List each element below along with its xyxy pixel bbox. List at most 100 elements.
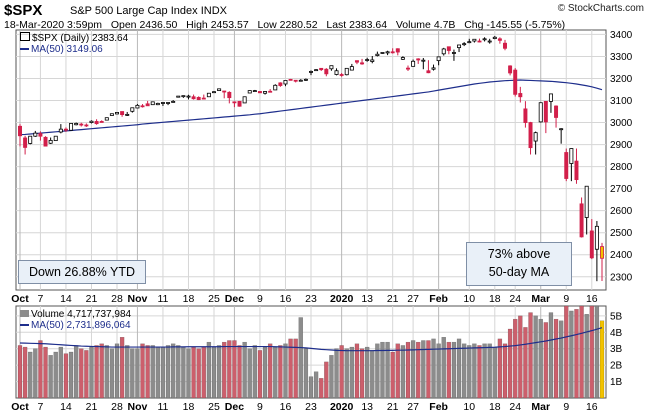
volume-bar (232, 340, 237, 399)
candle (94, 119, 99, 125)
price-x-tick-label: 9 (257, 293, 263, 305)
volume-x-tick-label: Oct (11, 401, 29, 413)
candle-body (344, 67, 349, 76)
candle (63, 127, 68, 133)
candle (140, 104, 145, 108)
candle-body (370, 59, 375, 62)
candle (196, 96, 201, 101)
candle (58, 124, 63, 134)
candle (324, 68, 329, 77)
candle (206, 92, 211, 98)
price-tick-label: 3200 (610, 74, 633, 85)
candle (232, 101, 237, 108)
candle (600, 242, 604, 281)
candle-body (303, 78, 308, 81)
candle (390, 48, 395, 54)
candle-body (166, 102, 171, 104)
candle-body (222, 90, 227, 93)
volume-value: 4.7B (433, 19, 456, 31)
candle-body (482, 38, 487, 41)
candle-body (201, 97, 206, 100)
candle-body (487, 40, 492, 43)
candle (457, 44, 462, 53)
candle (84, 123, 89, 127)
candle-body (145, 103, 150, 107)
candle (160, 102, 165, 107)
candle-body (298, 79, 303, 82)
candle-body (206, 92, 211, 98)
candle (543, 100, 548, 134)
candle (43, 136, 48, 147)
price-x-tick-label: 21 (387, 293, 399, 305)
price-x-tick-label: 7 (37, 293, 43, 305)
candle-body (421, 59, 426, 62)
candle-body (431, 67, 436, 70)
volume-bar (370, 350, 375, 399)
candle (416, 58, 421, 64)
candle (487, 38, 492, 44)
candle-body (569, 148, 574, 164)
price-x-tick-label: 21 (86, 293, 98, 305)
candle-body (28, 135, 33, 144)
price-x-tick-label: Dec (225, 293, 244, 305)
price-x-tick-label: 28 (111, 293, 123, 305)
volume-bar (262, 346, 268, 399)
candle (166, 102, 171, 106)
candle-body (293, 79, 298, 82)
candle-body (503, 42, 507, 49)
candle (462, 42, 467, 47)
candle-body (472, 38, 477, 42)
volume-bar (99, 343, 104, 399)
candle-body (477, 40, 482, 43)
candle (589, 219, 594, 260)
ma-legend-label: MA(50) 3149.06 (31, 44, 103, 55)
volume-x-tick-label: 7 (37, 401, 43, 413)
candle-body (426, 70, 431, 74)
candle-body (140, 105, 145, 108)
candle (492, 35, 497, 40)
candle (375, 51, 380, 57)
volume-bar (395, 343, 400, 399)
candle (48, 137, 53, 144)
volume-bar (303, 348, 309, 399)
volume-bar (257, 350, 263, 399)
low-label: Low (257, 19, 277, 31)
volume-bar (130, 348, 135, 399)
candle (74, 122, 79, 126)
candle-body (451, 52, 456, 54)
volume-bar (278, 345, 283, 399)
volume-bar (288, 338, 293, 399)
candle-body (43, 136, 48, 147)
volume-bar (359, 348, 365, 399)
low-value: 2280.52 (279, 19, 318, 31)
candle-body (155, 102, 160, 106)
candle-body (457, 44, 462, 49)
candle-body (283, 80, 288, 85)
candle-body (538, 102, 543, 123)
candle (130, 107, 135, 113)
candle (171, 100, 176, 103)
volume-bar (150, 345, 155, 399)
volume-x-tick-label: 21 (86, 401, 98, 413)
candle (176, 95, 181, 98)
volume-x-tick-label: 11 (157, 401, 168, 413)
candle (314, 69, 319, 72)
volume-bar (227, 340, 232, 399)
candle-body (584, 185, 589, 218)
candle-body (176, 95, 181, 98)
candle-body (63, 128, 68, 131)
candle (482, 37, 487, 42)
candle (329, 65, 334, 71)
candle (120, 111, 125, 117)
volume-bar (17, 345, 23, 399)
candle-body (38, 133, 43, 137)
candle-body (273, 84, 278, 91)
volume-bar (431, 338, 436, 399)
volume-bar (349, 346, 355, 399)
volume-tick-label: 1B (610, 377, 623, 388)
volume-x-tick-label: 24 (509, 401, 521, 413)
volume-bar (165, 345, 171, 399)
volume-bar (364, 346, 370, 399)
candle-body (120, 111, 125, 116)
